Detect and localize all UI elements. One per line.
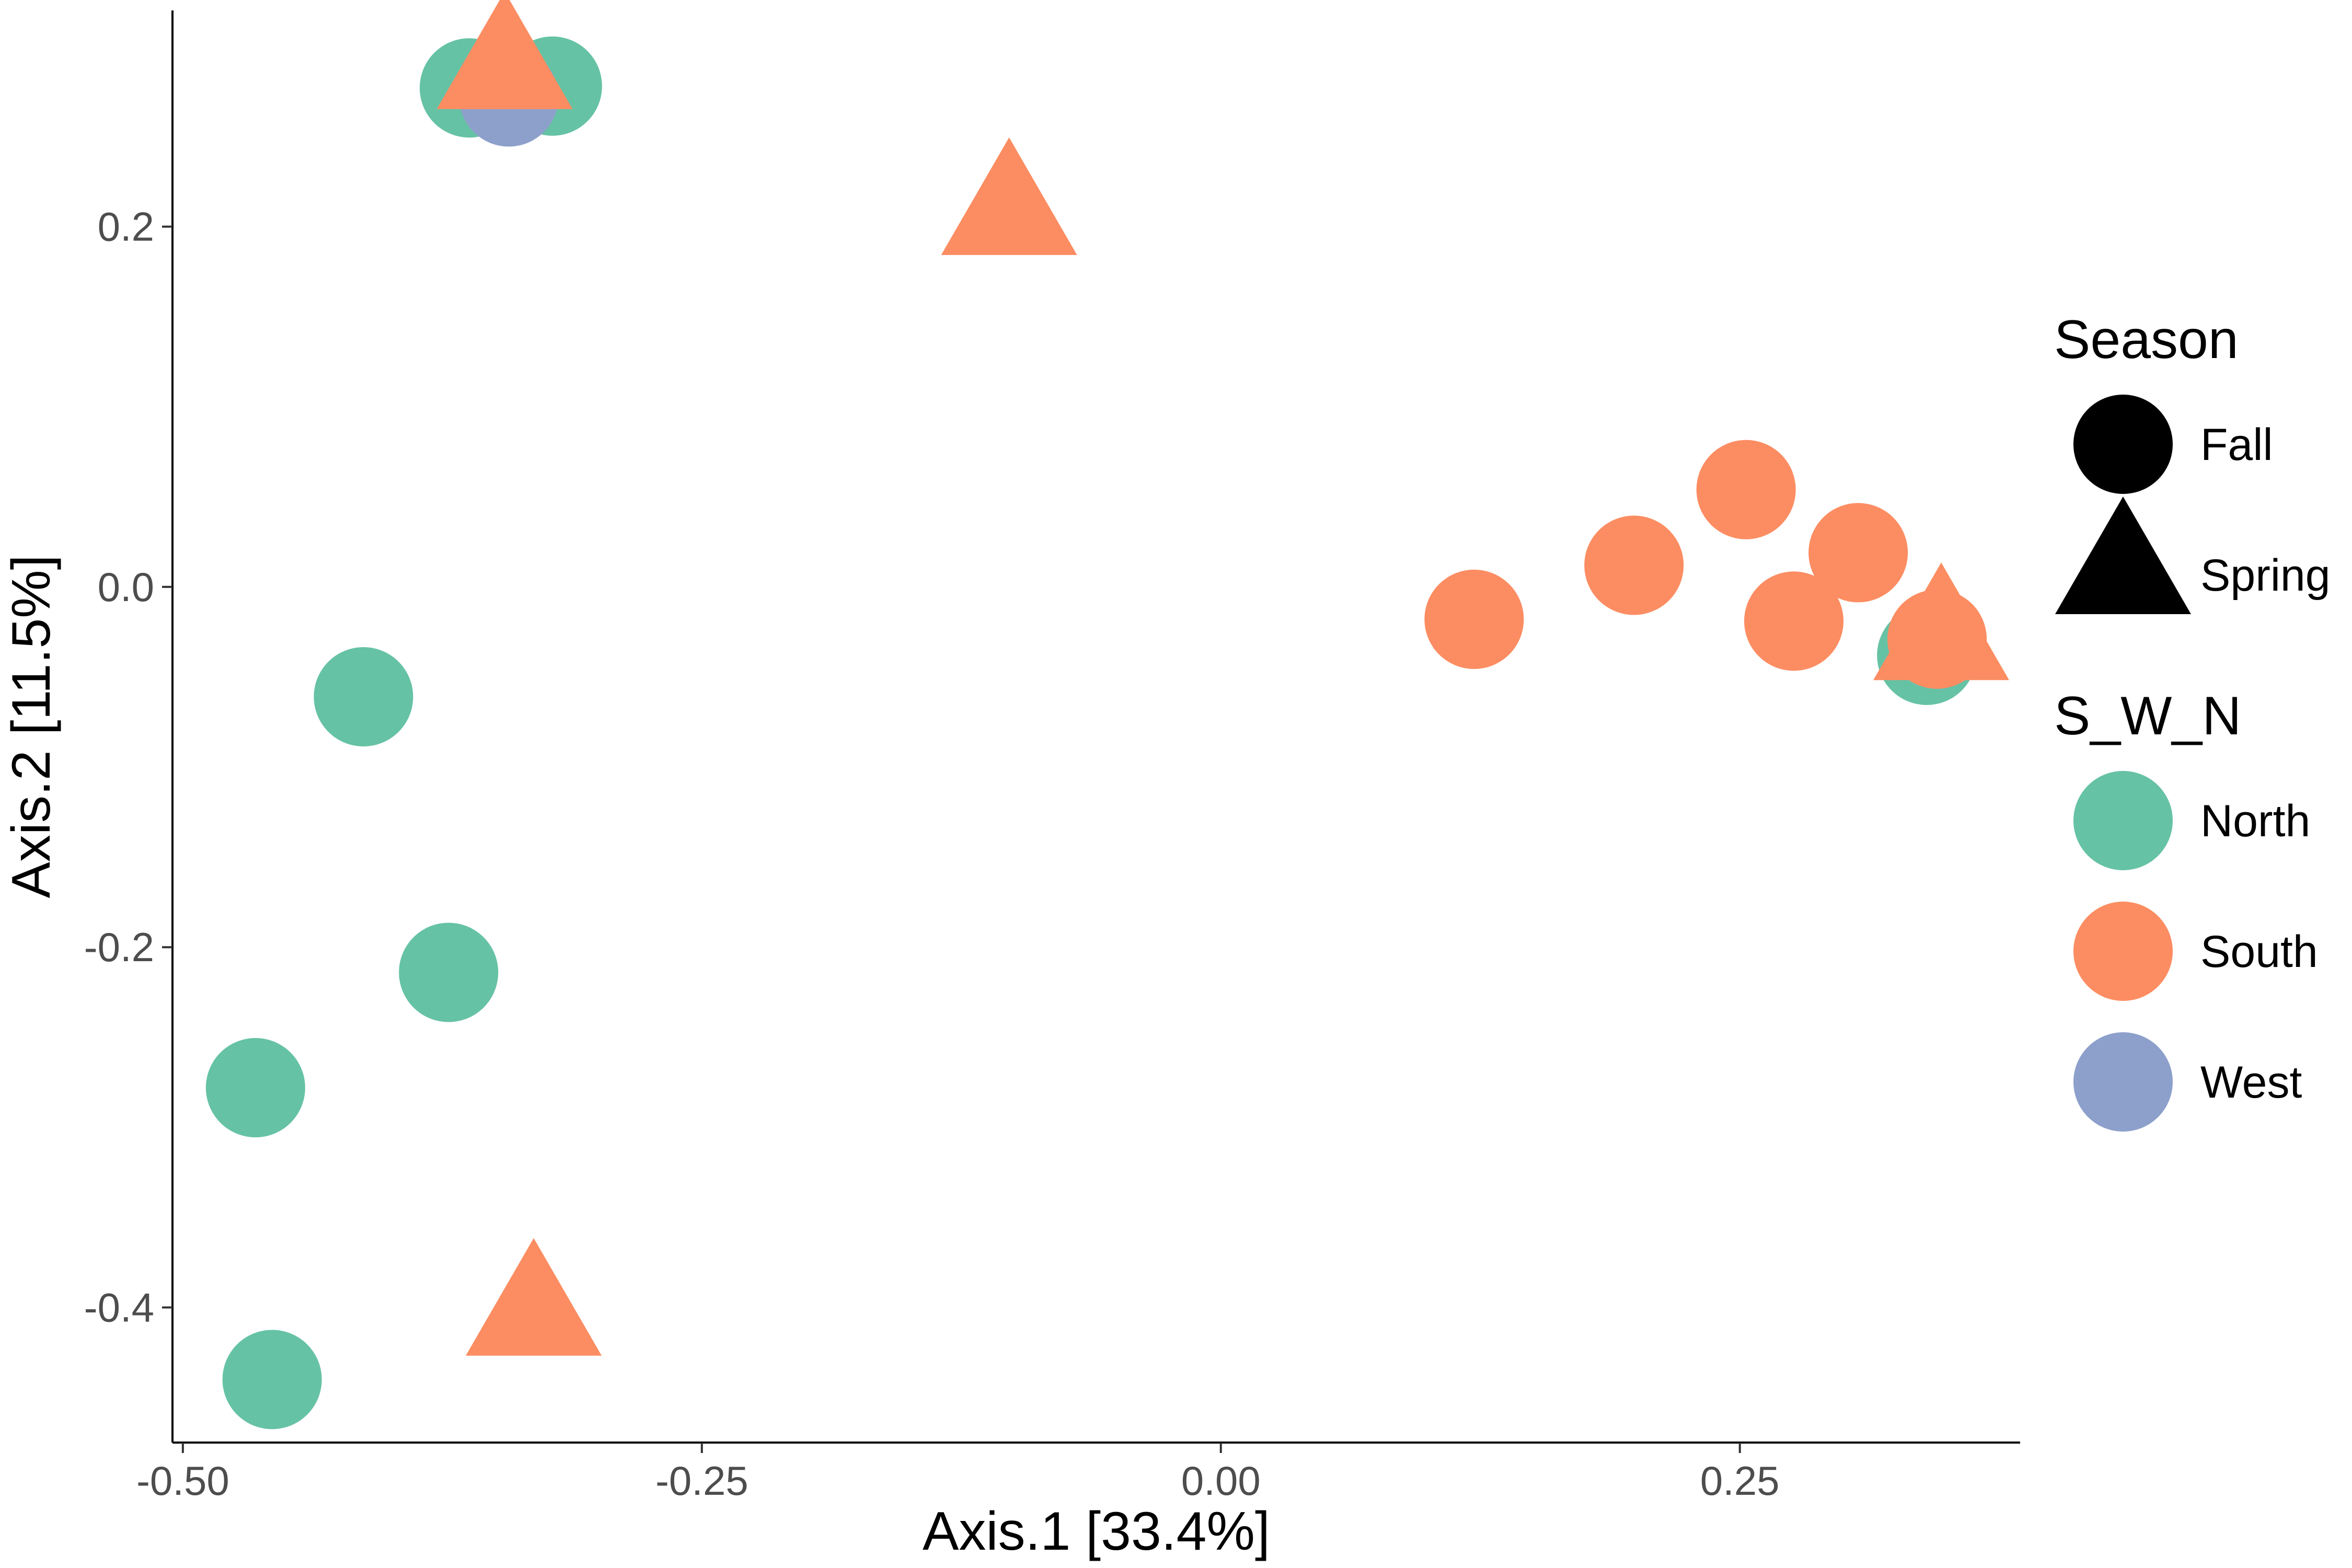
legend-group-title: S_W_N [2054,686,2241,746]
data-point-circle [222,1330,322,1429]
y-tick-label: -0.4 [84,1285,154,1331]
data-point-circle [1808,503,1908,603]
data-point-circle [1584,515,1684,615]
data-point-triangle [466,1238,602,1356]
x-tick-label: -0.25 [655,1458,748,1504]
legend-season-label: Fall [2200,420,2273,470]
y-tick-label: 0.0 [98,564,154,610]
data-point-circle [399,923,499,1022]
legend-color-key [2073,771,2173,870]
legend-season-label: Spring [2200,550,2331,601]
legend-group-label: South [2200,927,2318,977]
data-point-circle [205,1038,305,1138]
legend-color-key [2073,902,2173,1001]
data-point-triangle [1873,562,2010,681]
legend-color-key [2073,1032,2173,1132]
legend-group-items: North South West [2073,771,2318,1132]
x-axis-ticks: -0.50 -0.25 0.00 0.25 [136,1443,1780,1504]
legend-group-label: North [2200,796,2310,846]
legend-triangle-key [2055,497,2191,614]
data-point-circle [1424,569,1524,669]
y-tick-label: 0.2 [98,204,154,250]
x-tick-label: 0.25 [1700,1458,1780,1504]
legend-circle-key [2073,395,2173,494]
data-point-triangle [436,0,573,109]
data-point-triangle [941,137,1077,255]
data-point-circle [1696,440,1796,539]
data-point-circle [314,647,413,747]
legend-group-label: West [2200,1057,2302,1108]
x-axis-title: Axis.1 [33.4%] [923,1501,1270,1562]
y-axis-title: Axis.2 [11.5%] [1,555,62,898]
y-tick-label: -0.2 [84,924,154,970]
legend-season-items: Fall Spring [2055,395,2331,614]
data-points [205,0,2010,1429]
x-tick-label: 0.00 [1181,1458,1261,1504]
data-point-circle [1744,571,1844,671]
legend-season-title: Season [2054,309,2239,370]
y-axis-ticks: -0.4 -0.2 0.0 0.2 [84,204,172,1331]
legend: Season Fall Spring S_W_N North South West [2054,309,2331,1132]
x-tick-label: -0.50 [136,1458,229,1504]
